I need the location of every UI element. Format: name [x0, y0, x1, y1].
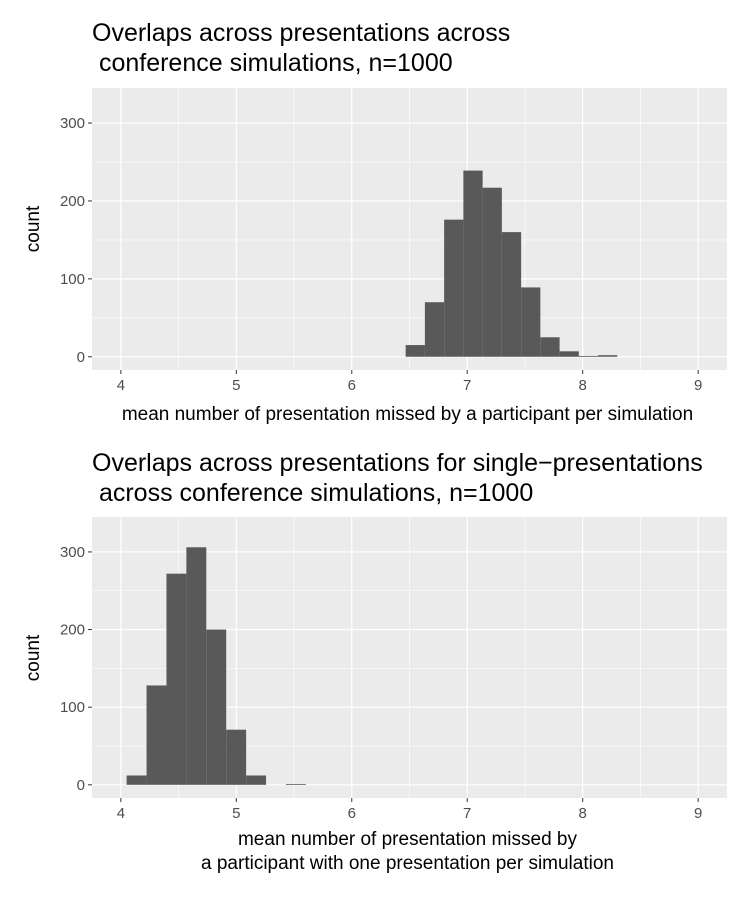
histogram-plot: 4 5 6 7 8 9 0 100 200 300 — [60, 88, 727, 394]
histogram-bar — [126, 775, 147, 785]
histogram-bar — [521, 287, 541, 357]
y-tick-label: 0 — [77, 777, 85, 794]
x-tick-label: 8 — [579, 805, 587, 822]
histogram-bar — [146, 685, 167, 785]
x-axis-label: mean number of presentation missed by a … — [201, 829, 614, 874]
y-tick-label: 300 — [60, 544, 85, 561]
x-tick-label: 9 — [694, 805, 702, 822]
chart-title: Overlaps across presentations for single… — [92, 449, 703, 507]
x-tick-label: 6 — [348, 805, 356, 822]
histogram-bar — [559, 351, 579, 357]
y-tick-label: 0 — [77, 349, 85, 366]
x-tick-label: 5 — [232, 377, 240, 394]
histogram-bar — [501, 232, 522, 357]
histogram-bar — [246, 775, 267, 785]
chart-title: Overlaps across presentations across con… — [92, 19, 511, 77]
histogram-bar — [226, 729, 247, 785]
x-tick-label: 5 — [232, 805, 240, 822]
y-tick-label: 100 — [60, 271, 85, 288]
x-tick-label: 4 — [117, 377, 125, 394]
chart-panel-2: Overlaps across presentations for single… — [0, 430, 750, 900]
x-axis-label: mean number of presentation missed by a … — [121, 404, 694, 425]
histogram-bar — [285, 784, 306, 785]
y-tick-label: 200 — [60, 622, 85, 639]
histogram-plot: 4 5 6 7 8 9 0 100 200 300 — [60, 517, 727, 822]
x-tick-label: 4 — [117, 805, 125, 822]
histogram-bar — [444, 219, 464, 357]
histogram-bar — [578, 355, 599, 357]
x-tick-label: 9 — [694, 377, 702, 394]
chart-panel-1: Overlaps across presentations across con… — [0, 0, 750, 430]
x-tick-label: 6 — [348, 377, 356, 394]
x-tick-label: 8 — [579, 377, 587, 394]
histogram-bar — [206, 629, 227, 785]
histogram-bar — [166, 573, 187, 785]
y-tick-label: 100 — [60, 699, 85, 716]
histogram-bar — [598, 355, 618, 357]
x-tick-label: 7 — [463, 377, 471, 394]
x-tick-label: 7 — [463, 805, 471, 822]
y-tick-label: 300 — [60, 115, 85, 132]
y-tick-label: 200 — [60, 193, 85, 210]
histogram-bar — [424, 302, 445, 357]
histogram-bar — [405, 345, 425, 357]
histogram-bar — [186, 547, 207, 785]
histogram-bar — [463, 170, 483, 357]
histogram-bar — [540, 337, 560, 357]
histogram-bar — [482, 187, 502, 357]
